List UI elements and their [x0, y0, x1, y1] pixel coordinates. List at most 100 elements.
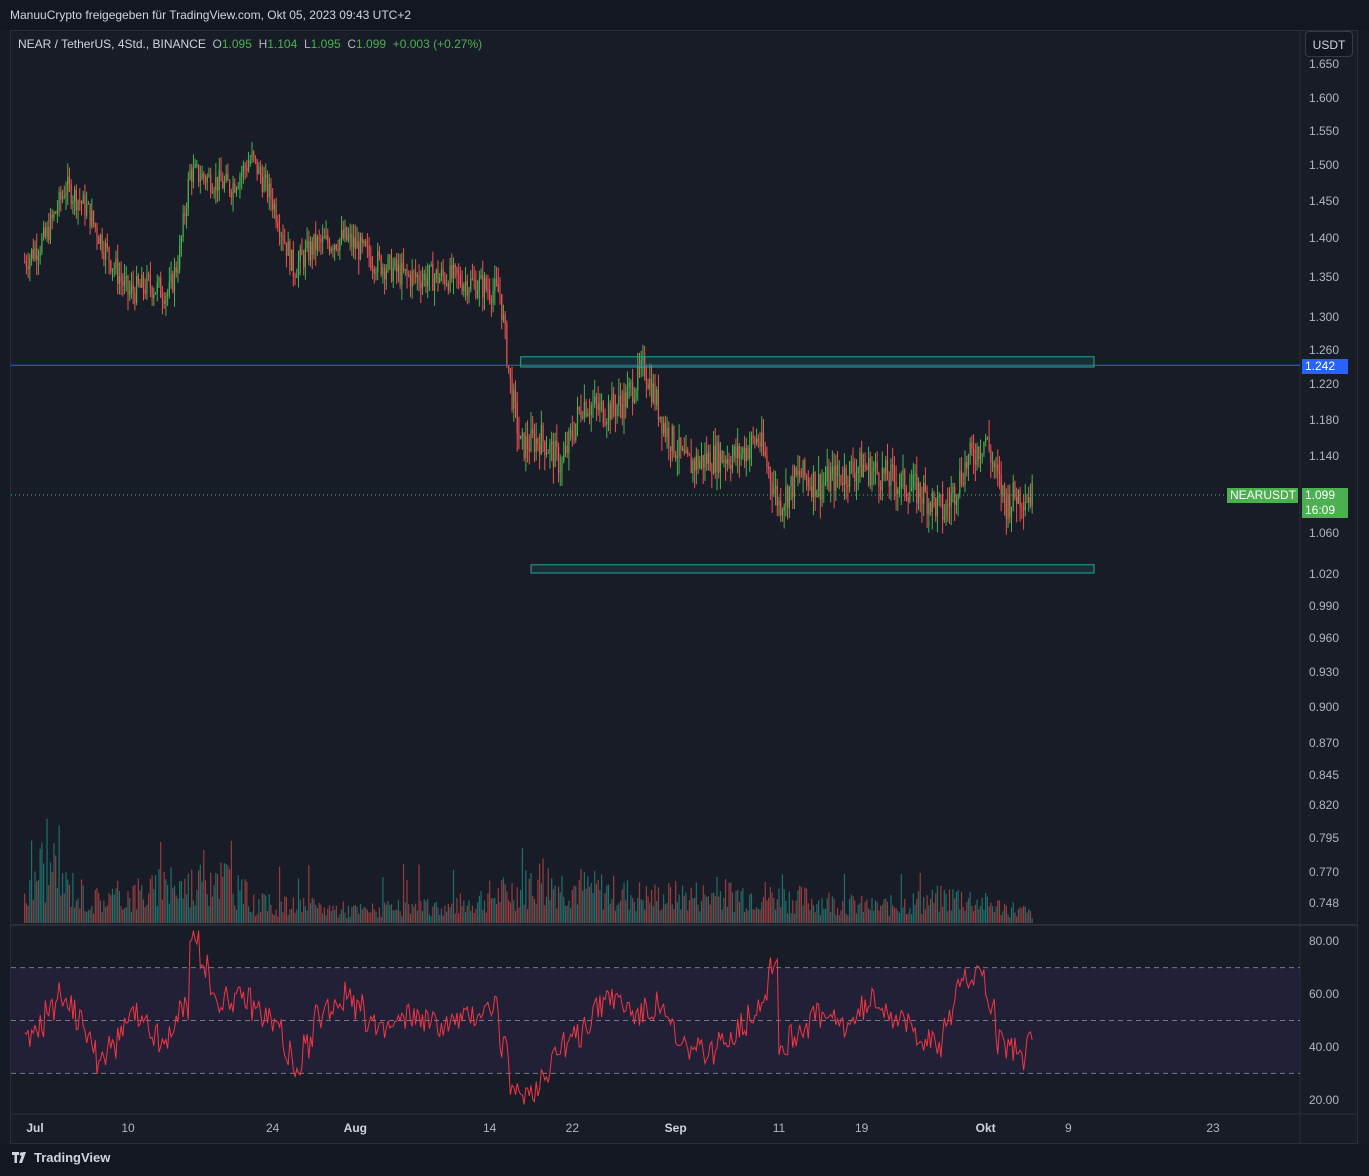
- volume-bar: [561, 875, 563, 923]
- volume-bar: [897, 910, 899, 923]
- volume-bar: [1029, 910, 1032, 923]
- candle-body: [382, 267, 384, 275]
- candle-body: [359, 236, 362, 260]
- volume-bar: [788, 891, 790, 923]
- candle-body: [788, 486, 790, 508]
- volume-bar: [900, 873, 902, 923]
- candle-body: [971, 442, 973, 450]
- volume-bar: [704, 894, 706, 923]
- volume-bar: [709, 904, 711, 923]
- volume-bar: [809, 910, 811, 923]
- volume-bar: [43, 863, 45, 923]
- candle-body: [766, 455, 768, 467]
- candle-body: [98, 237, 100, 245]
- tradingview-logo[interactable]: TradingView: [12, 1150, 110, 1165]
- candle-body: [41, 237, 43, 253]
- volume-bar: [177, 898, 179, 923]
- volume-bar: [659, 910, 661, 923]
- volume-bar: [888, 915, 890, 923]
- candle-body: [947, 504, 949, 506]
- volume-bar: [898, 912, 901, 923]
- candle-body: [454, 264, 456, 268]
- volume-bar: [768, 897, 770, 923]
- candle-body: [501, 294, 503, 320]
- volume-bar: [843, 873, 846, 923]
- volume-bar: [950, 910, 952, 923]
- volume-bar: [795, 900, 797, 923]
- volume-bar: [650, 889, 653, 923]
- volume-bar: [680, 909, 682, 923]
- volume-bar: [762, 896, 765, 923]
- candle-body: [857, 467, 859, 474]
- footer-brand: TradingView: [34, 1150, 111, 1165]
- volume-bar: [285, 897, 288, 923]
- candle-body: [1022, 507, 1025, 511]
- volume-bar: [649, 902, 651, 923]
- volume-bar: [518, 907, 520, 923]
- candle-body: [511, 378, 513, 409]
- rsi-line: [24, 930, 1033, 1105]
- level-price-tag: 1.242: [1302, 359, 1348, 374]
- candle-body: [973, 449, 975, 461]
- candle-body: [229, 180, 231, 193]
- volume-bar: [37, 880, 40, 923]
- volume-bar: [886, 901, 889, 923]
- volume-bar: [988, 906, 990, 923]
- volume-bar: [471, 905, 474, 923]
- candle-body: [866, 467, 868, 470]
- volume-bar: [110, 895, 112, 923]
- candle-body: [151, 287, 153, 298]
- candle-body: [1028, 497, 1030, 503]
- volume-bar: [916, 898, 918, 923]
- volume-bar: [435, 901, 437, 923]
- volume-bar: [316, 908, 319, 923]
- symbol-legend[interactable]: NEAR / TetherUS, 4Std., BINANCE O1.095 H…: [18, 37, 482, 51]
- candle-body: [895, 482, 897, 494]
- candle-body: [699, 461, 701, 469]
- candle-body: [952, 486, 954, 494]
- volume-bar: [585, 888, 587, 923]
- volume-bar: [260, 911, 262, 923]
- volume-bar: [280, 901, 282, 923]
- volume-bar: [630, 895, 632, 923]
- volume-bar: [699, 911, 701, 923]
- price-tick-label: 0.820: [1309, 798, 1339, 812]
- volume-bar: [754, 909, 756, 923]
- candle-body: [440, 269, 443, 278]
- volume-bar: [139, 890, 141, 923]
- volume-bar: [737, 889, 739, 923]
- candle-body: [809, 486, 811, 488]
- candle-body: [84, 194, 86, 216]
- candle-body: [182, 213, 184, 238]
- candle-body: [969, 442, 971, 456]
- volume-bar: [711, 893, 713, 923]
- volume-bar: [723, 897, 725, 923]
- candle-body: [223, 180, 226, 189]
- volume-bar: [184, 878, 186, 923]
- volume-bar: [117, 880, 119, 923]
- volume-bar: [826, 898, 828, 923]
- open-value: 1.095: [221, 37, 252, 51]
- volume-bar: [812, 905, 815, 923]
- volume-bar: [278, 866, 281, 923]
- volume-bar: [991, 906, 994, 923]
- candle-body: [225, 173, 227, 181]
- candle-body: [385, 270, 387, 280]
- volume-bar: [1028, 909, 1030, 923]
- candle-body: [499, 292, 501, 295]
- candle-body: [597, 403, 599, 410]
- candle-body: [890, 464, 892, 486]
- volume-bar: [673, 909, 675, 923]
- candle-body: [263, 177, 265, 192]
- volume-bar: [389, 904, 391, 923]
- candle-body: [566, 445, 568, 453]
- volume-bar: [595, 883, 598, 923]
- volume-bar: [668, 882, 670, 923]
- chart-area[interactable]: [10, 30, 1358, 1144]
- price-tick-label: 1.600: [1309, 91, 1339, 105]
- currency-button[interactable]: USDT: [1305, 31, 1353, 57]
- volume-bar: [681, 885, 684, 923]
- candle-body: [942, 495, 944, 520]
- volume-bar: [575, 886, 577, 923]
